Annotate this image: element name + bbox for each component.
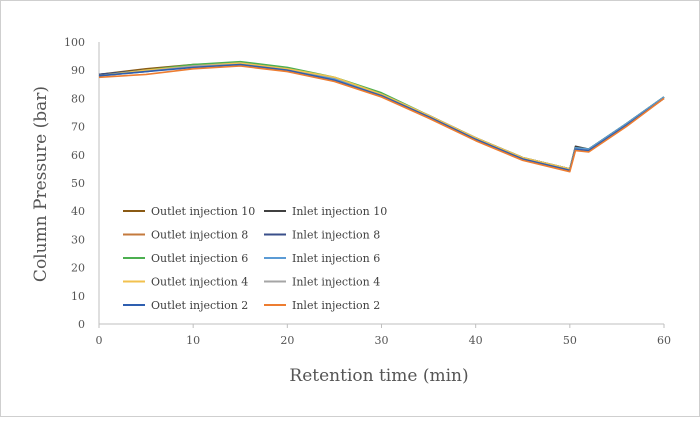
series-line-2 [98,63,665,170]
y-axis-title: Column Pressure (bar) [31,86,51,282]
y-tick-label: 80 [71,92,85,105]
y-tick-label: 90 [71,64,85,77]
series-lines [98,60,665,173]
series-line-1 [98,62,665,172]
y-tick-label: 100 [64,36,85,49]
tick-labels: 0 10 20 30 40 50 60 0 10 20 30 40 50 60 70 80 90 100 [64,36,671,347]
x-tick-label: 60 [657,334,671,347]
y-tick-label: 60 [71,149,85,162]
legend-label: Inlet injection 10 [292,205,387,218]
x-axis-title: Retention time (min) [289,366,468,386]
x-tick-label: 10 [186,334,200,347]
legend-label: Inlet injection 2 [292,299,380,312]
x-tick-label: 40 [469,334,483,347]
y-tick-label: 70 [71,121,85,134]
legend-label: Outlet injection 8 [151,229,248,242]
x-tick-label: 20 [280,334,294,347]
series-line-4 [98,62,665,170]
legend-label: Inlet injection 6 [292,252,380,265]
legend-label: Outlet injection 6 [151,252,248,265]
series-line-3 [98,63,665,172]
legend-label: Inlet injection 8 [292,229,380,242]
legend-label: Inlet injection 4 [292,276,380,289]
y-tick-label: 20 [71,262,85,275]
y-tick-label: 30 [71,233,85,246]
series-line-9 [98,63,665,172]
series-line-8 [98,63,665,172]
x-tick-label: 50 [563,334,577,347]
x-tick-label: 0 [96,334,103,347]
legend: Outlet injection 10 Inlet injection 10 Out… [123,205,387,312]
series-line-7 [98,62,665,170]
y-tick-label: 0 [78,318,85,331]
legend-label: Outlet injection 4 [151,276,248,289]
series-line-10 [98,65,665,173]
series-line-5 [98,60,665,170]
x-tick-label: 30 [375,334,389,347]
y-tick-label: 40 [71,205,85,218]
y-tick-label: 50 [71,177,85,190]
y-tick-label: 10 [71,290,85,303]
legend-label: Outlet injection 2 [151,299,248,312]
series-line-6 [98,62,665,170]
legend-label: Outlet injection 10 [151,205,255,218]
